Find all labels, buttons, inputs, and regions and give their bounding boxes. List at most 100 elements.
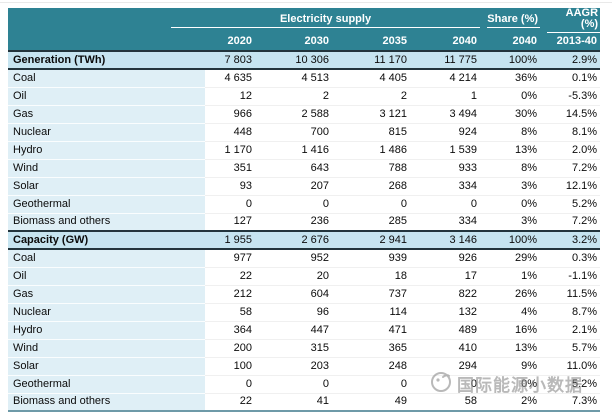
row-value: 14.5% [540, 105, 601, 124]
row-value: 0 [410, 375, 481, 394]
row-value: 2.0% [540, 141, 601, 160]
row-label: Oil [8, 267, 205, 286]
row-value: 17 [410, 267, 481, 286]
row-value: 93 [205, 177, 255, 196]
section-title: Generation (TWh) [8, 50, 205, 70]
section-total-value: 100% [480, 230, 541, 250]
row-value: -1.1% [540, 267, 601, 286]
section-total-value: 11 775 [410, 50, 481, 70]
year-2030-header: 2030 [255, 33, 332, 51]
row-value: 49 [332, 393, 410, 412]
table-row: Biomass and others 127 236 285 334 3% 7.2% [8, 213, 601, 232]
header-group-aagr: AAGR (%) [540, 8, 601, 33]
row-value: 13% [480, 141, 541, 160]
row-value: 0 [410, 195, 481, 214]
row-value: 8.7% [540, 303, 601, 322]
header-group-row: Electricity supply Share (%) AAGR (%) [8, 8, 601, 33]
row-value: 0 [205, 195, 255, 214]
row-value: 822 [410, 285, 481, 304]
row-value: 96 [255, 303, 332, 322]
row-label: Oil [8, 87, 205, 106]
row-value: 203 [255, 357, 332, 376]
row-value: 248 [332, 357, 410, 376]
row-value: 1 539 [410, 141, 481, 160]
row-value: 0 [255, 195, 332, 214]
row-value: 7.3% [540, 393, 601, 412]
row-value: 207 [255, 177, 332, 196]
row-label: Hydro [8, 141, 205, 160]
row-value: 11.0% [540, 357, 601, 376]
row-label: Coal [8, 69, 205, 88]
section-total-value: 2 676 [255, 230, 332, 250]
row-value: 26% [480, 285, 541, 304]
section-total-value: 2 941 [332, 230, 410, 250]
row-label: Biomass and others [8, 393, 205, 412]
row-value: 4 635 [205, 69, 255, 88]
year-2035-header: 2035 [332, 33, 410, 51]
row-value: 2% [480, 393, 541, 412]
row-value: 448 [205, 123, 255, 142]
row-value: 0.3% [540, 249, 601, 268]
table-row: Wind 351 643 788 933 8% 7.2% [8, 159, 601, 178]
row-value: 3% [480, 213, 541, 232]
row-value: 41 [255, 393, 332, 412]
row-value: 1 416 [255, 141, 332, 160]
table-row: Gas 212 604 737 822 26% 11.5% [8, 285, 601, 304]
row-value: 58 [205, 303, 255, 322]
top-divider-line [0, 2, 612, 3]
year-2040-header: 2040 [410, 33, 481, 51]
row-label: Geothermal [8, 195, 205, 214]
section-total-value: 1 955 [205, 230, 255, 250]
row-value: 604 [255, 285, 332, 304]
header-group-electricity-supply: Electricity supply [171, 8, 481, 33]
row-value: 364 [205, 321, 255, 340]
header-group-share: Share (%) [480, 8, 541, 33]
section-total-row: Capacity (GW) 1 955 2 676 2 941 3 146 100% 3.2… [8, 230, 601, 250]
row-value: 294 [410, 357, 481, 376]
row-value: 952 [255, 249, 332, 268]
table-row: Biomass and others 22 41 49 58 2% 7.3% [8, 393, 601, 412]
row-value: 58 [410, 393, 481, 412]
row-value: 8.1% [540, 123, 601, 142]
row-label: Wind [8, 159, 205, 178]
row-value: 285 [332, 213, 410, 232]
row-value: 815 [332, 123, 410, 142]
section-title: Capacity (GW) [8, 230, 205, 250]
row-value: 212 [205, 285, 255, 304]
row-label: Solar [8, 357, 205, 376]
table-row: Solar 100 203 248 294 9% 11.0% [8, 357, 601, 376]
row-value: 13% [480, 339, 541, 358]
row-label: Nuclear [8, 123, 205, 142]
row-value: 5.2% [540, 195, 601, 214]
row-value: 1% [480, 267, 541, 286]
row-value: 5.7% [540, 339, 601, 358]
row-value: 966 [205, 105, 255, 124]
row-label: Wind [8, 339, 205, 358]
row-value: 11.5% [540, 285, 601, 304]
header-years-row: 2020 2030 2035 2040 2040 2013-40 [8, 33, 601, 51]
header-corner-cell [8, 8, 205, 33]
year-2020-header: 2020 [205, 33, 255, 51]
row-value: 471 [332, 321, 410, 340]
aagr-label: AAGR (%) [547, 8, 601, 33]
table-row: Hydro 1 170 1 416 1 486 1 539 13% 2.0% [8, 141, 601, 160]
row-label: Biomass and others [8, 213, 205, 232]
row-value: 700 [255, 123, 332, 142]
row-value: 3% [480, 177, 541, 196]
row-value: 643 [255, 159, 332, 178]
row-value: 977 [205, 249, 255, 268]
row-value: 268 [332, 177, 410, 196]
row-value: 2 [255, 87, 332, 106]
row-value: 114 [332, 303, 410, 322]
row-value: 447 [255, 321, 332, 340]
row-value: 0.1% [540, 69, 601, 88]
row-value: -5.3% [540, 87, 601, 106]
table-row: Solar 93 207 268 334 3% 12.1% [8, 177, 601, 196]
row-value: 4 513 [255, 69, 332, 88]
table-row: Oil 12 2 2 1 0% -5.3% [8, 87, 601, 106]
electricity-supply-table: Electricity supply Share (%) AAGR (%) 20… [8, 8, 601, 412]
table-row: Oil 22 20 18 17 1% -1.1% [8, 267, 601, 286]
table-row: Gas 966 2 588 3 121 3 494 30% 14.5% [8, 105, 601, 124]
row-value: 0 [332, 195, 410, 214]
row-value: 4 405 [332, 69, 410, 88]
